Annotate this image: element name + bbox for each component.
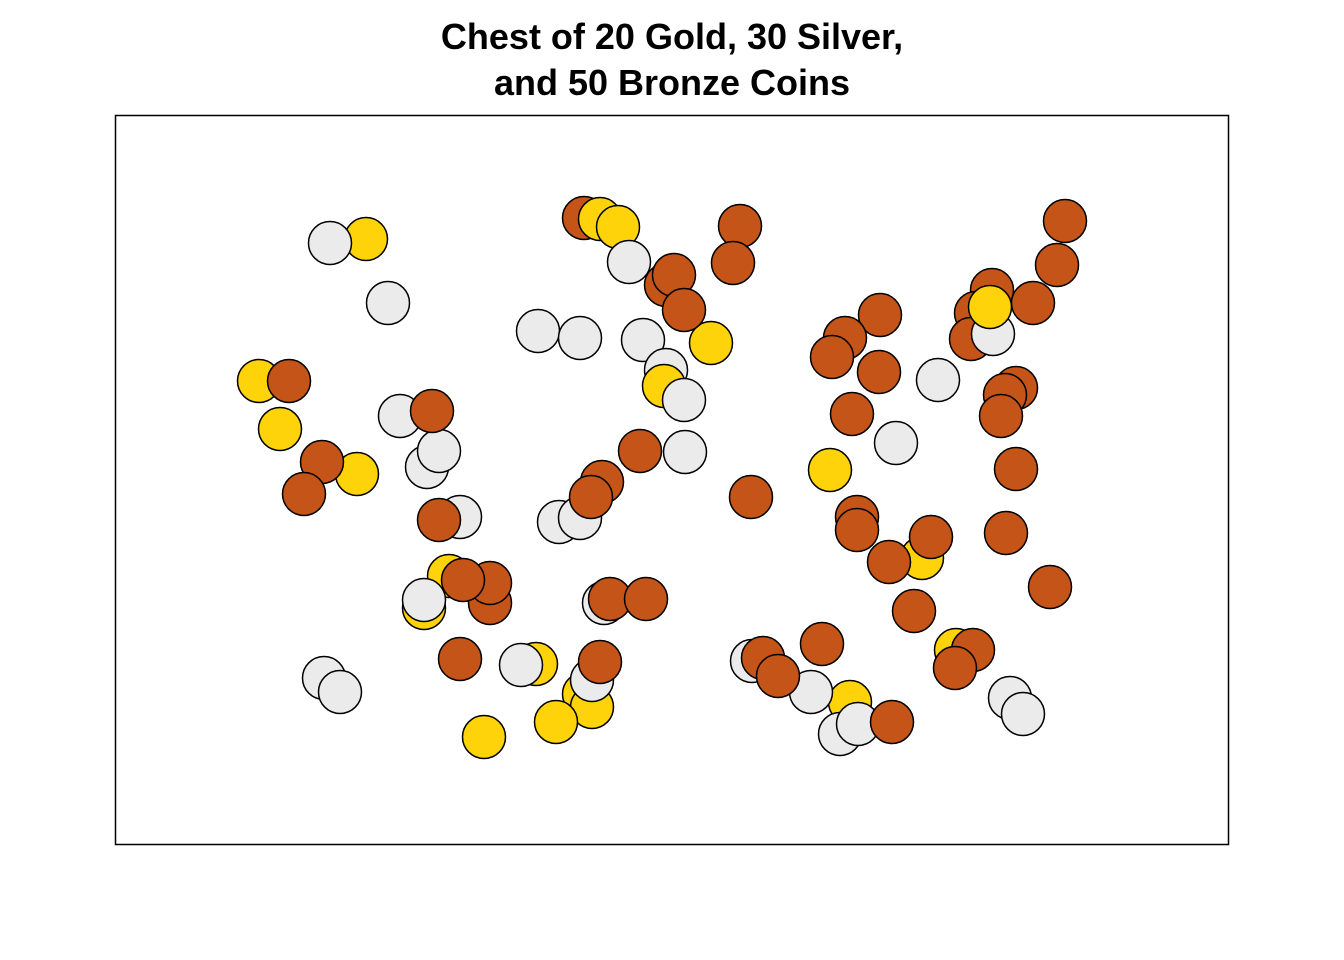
bronze-coin (1027, 564, 1073, 610)
silver-coin (365, 280, 411, 326)
gold-coin (461, 714, 507, 760)
bronze-coin (829, 391, 875, 437)
bronze-coin (891, 588, 937, 634)
silver-coin (662, 429, 708, 475)
bronze-coin (1042, 198, 1088, 244)
gold-coin (967, 284, 1013, 330)
silver-coin (661, 377, 707, 423)
chart-title-line-2: and 50 Bronze Coins (493, 62, 851, 103)
gold-coin (257, 406, 303, 452)
bronze-coin (1010, 280, 1056, 326)
bronze-coin (1034, 242, 1080, 288)
bronze-coin (416, 497, 462, 543)
bronze-coin (281, 471, 327, 517)
plot-frame (114, 114, 1230, 846)
bronze-coin (623, 576, 669, 622)
silver-coin (873, 420, 919, 466)
bronze-coin (266, 358, 312, 404)
bronze-coin (717, 203, 763, 249)
silver-coin (606, 239, 652, 285)
silver-coin (620, 317, 666, 363)
bronze-coin (866, 539, 912, 585)
bronze-coin (728, 474, 774, 520)
bronze-coin (799, 621, 845, 667)
bronze-coin (710, 240, 756, 286)
gold-coin (533, 699, 579, 745)
silver-coin (401, 577, 447, 623)
bronze-coin (856, 349, 902, 395)
bronze-coin (437, 636, 483, 682)
bronze-coin (661, 287, 707, 333)
silver-coin (915, 357, 961, 403)
silver-coin (1000, 691, 1046, 737)
silver-coin (307, 220, 353, 266)
bronze-coin (617, 428, 663, 474)
bronze-coin (577, 639, 623, 685)
silver-coin (317, 669, 363, 715)
coins-layer (236, 195, 1088, 760)
bronze-coin (869, 699, 915, 745)
bronze-coin (809, 334, 855, 380)
bronze-coin (440, 557, 486, 603)
silver-coin (515, 308, 561, 354)
bronze-coin (409, 388, 455, 434)
gold-coin (807, 447, 853, 493)
bronze-coin (834, 507, 880, 553)
bronze-coin (993, 446, 1039, 492)
bronze-coin (932, 645, 978, 691)
silver-coin (498, 642, 544, 688)
chart-title-line-1: Chest of 20 Gold, 30 Silver, (440, 16, 904, 57)
bronze-coin (978, 393, 1024, 439)
chart-title: Chest of 20 Gold, 30 Silver, and 50 Bron… (0, 14, 1344, 106)
bronze-coin (857, 292, 903, 338)
bronze-coin (755, 653, 801, 699)
bronze-coin (568, 474, 614, 520)
bronze-coin (983, 510, 1029, 556)
silver-coin (557, 315, 603, 361)
silver-coin (416, 428, 462, 474)
bronze-coin (908, 514, 954, 560)
gold-coin (688, 320, 734, 366)
